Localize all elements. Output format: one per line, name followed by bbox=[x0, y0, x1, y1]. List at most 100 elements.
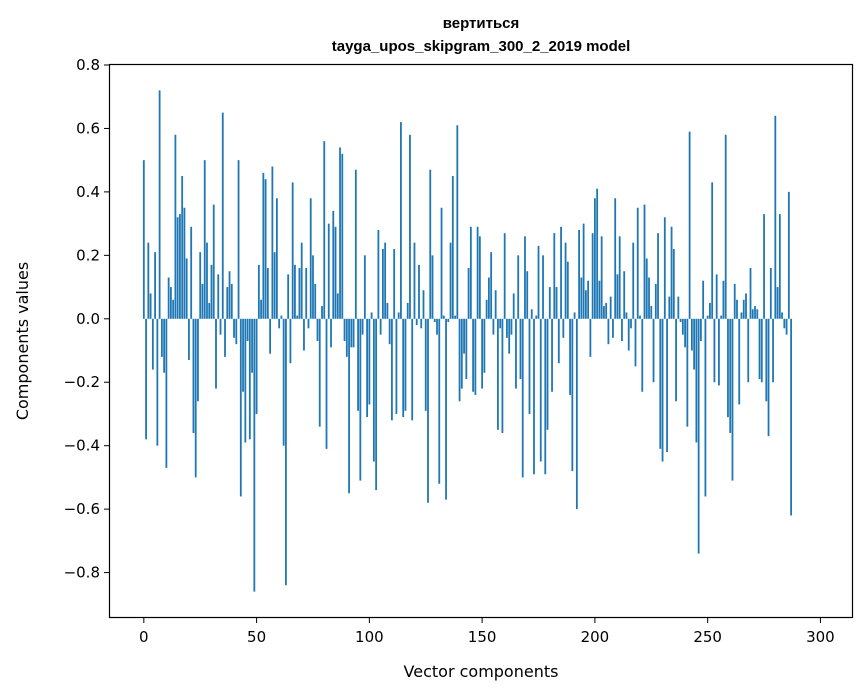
bar-component-218 bbox=[634, 318, 637, 367]
y-tick-label: −0.4 bbox=[64, 437, 100, 455]
bar-component-31 bbox=[212, 204, 215, 319]
bar-component-82 bbox=[327, 223, 330, 319]
x-tick-label: 250 bbox=[693, 628, 722, 646]
bar-component-199 bbox=[591, 233, 594, 319]
bar-component-250 bbox=[706, 315, 709, 319]
bar-component-280 bbox=[774, 115, 777, 319]
bar-component-264 bbox=[738, 318, 741, 405]
bar-component-88 bbox=[341, 153, 344, 319]
bar-component-256 bbox=[720, 315, 723, 319]
bar-component-61 bbox=[280, 315, 283, 319]
bar-component-214 bbox=[625, 312, 628, 319]
y-tick-label: 0.2 bbox=[76, 246, 100, 264]
bar-component-23 bbox=[194, 318, 197, 478]
chart-subtitle: tayga_upos_skipgram_300_2_2019 model bbox=[332, 38, 631, 55]
bar-component-95 bbox=[357, 318, 359, 411]
bar-component-145 bbox=[469, 226, 472, 319]
bar-component-243 bbox=[690, 318, 693, 351]
bar-component-169 bbox=[524, 236, 526, 319]
bar-component-194 bbox=[580, 277, 583, 319]
bar-component-159 bbox=[501, 318, 504, 433]
bar-component-116 bbox=[404, 318, 407, 411]
y-tick-label: 0.6 bbox=[76, 119, 100, 137]
bar-component-41 bbox=[235, 318, 238, 345]
bar-component-30 bbox=[210, 264, 213, 319]
bar-component-225 bbox=[650, 306, 653, 319]
bar-component-202 bbox=[598, 280, 601, 319]
bar-component-282 bbox=[778, 214, 781, 319]
y-tick-label: 0.0 bbox=[76, 310, 100, 328]
bar-component-102 bbox=[372, 318, 375, 462]
bar-component-29 bbox=[208, 302, 211, 319]
bar-component-227 bbox=[654, 283, 657, 319]
bar-component-142 bbox=[463, 318, 465, 354]
bar-component-136 bbox=[449, 242, 452, 319]
bar-component-129 bbox=[433, 318, 436, 322]
bar-component-162 bbox=[508, 318, 511, 354]
bar-component-115 bbox=[402, 318, 405, 418]
x-tick-label: 0 bbox=[139, 628, 149, 646]
bar-component-274 bbox=[760, 318, 763, 383]
bar-component-89 bbox=[343, 318, 346, 341]
bar-component-17 bbox=[181, 176, 184, 319]
bar-component-201 bbox=[596, 188, 599, 319]
bar-component-7 bbox=[158, 90, 161, 319]
y-tick-label: −0.8 bbox=[64, 564, 100, 582]
bar-component-157 bbox=[497, 318, 499, 430]
bar-component-210 bbox=[616, 274, 619, 319]
bar-component-230 bbox=[661, 318, 664, 462]
bar-component-50 bbox=[255, 318, 258, 414]
bar-component-9 bbox=[163, 318, 166, 373]
bar-component-279 bbox=[772, 318, 774, 383]
bar-component-65 bbox=[289, 318, 292, 364]
bar-component-124 bbox=[422, 290, 425, 319]
bar-component-171 bbox=[528, 318, 531, 414]
bar-component-272 bbox=[756, 309, 759, 319]
bar-component-122 bbox=[418, 264, 420, 319]
bar-component-49 bbox=[253, 318, 256, 592]
bar-component-63 bbox=[285, 318, 287, 586]
bar-component-148 bbox=[476, 226, 479, 319]
bar-component-109 bbox=[388, 318, 391, 345]
bar-component-108 bbox=[386, 302, 389, 319]
y-axis-label: Components values bbox=[13, 262, 32, 420]
bar-component-245 bbox=[695, 318, 698, 443]
bar-component-180 bbox=[548, 287, 551, 319]
bar-component-184 bbox=[557, 318, 560, 364]
bar-component-269 bbox=[749, 268, 752, 319]
bar-component-277 bbox=[767, 318, 770, 437]
bar-component-146 bbox=[472, 318, 474, 392]
bar-component-182 bbox=[553, 233, 556, 319]
bar-component-223 bbox=[645, 258, 648, 319]
bar-component-12 bbox=[169, 287, 172, 319]
bar-component-273 bbox=[758, 318, 761, 380]
bar-component-6 bbox=[156, 318, 159, 446]
bar-component-11 bbox=[167, 277, 170, 319]
bar-component-283 bbox=[781, 312, 783, 319]
bar-component-84 bbox=[332, 210, 335, 319]
bar-component-99 bbox=[366, 318, 368, 418]
bar-component-144 bbox=[467, 268, 470, 319]
plot-frame bbox=[108, 63, 854, 619]
bar-component-71 bbox=[303, 318, 305, 351]
bar-component-219 bbox=[636, 207, 639, 319]
bar-component-98 bbox=[363, 255, 366, 319]
bar-component-105 bbox=[379, 318, 382, 335]
bar-component-226 bbox=[652, 318, 655, 383]
bar-component-212 bbox=[621, 318, 623, 341]
bar-component-257 bbox=[722, 280, 725, 319]
bar-component-58 bbox=[273, 252, 276, 319]
bar-component-211 bbox=[618, 236, 621, 319]
bar-component-235 bbox=[672, 249, 675, 319]
bar-component-5 bbox=[154, 252, 156, 319]
bar-component-86 bbox=[336, 293, 339, 319]
bar-component-231 bbox=[663, 217, 666, 319]
bar-component-19 bbox=[185, 258, 188, 319]
bar-component-10 bbox=[165, 318, 168, 468]
bar-component-268 bbox=[747, 318, 750, 383]
bar-component-69 bbox=[298, 268, 301, 319]
bar-component-92 bbox=[350, 318, 353, 348]
bar-component-76 bbox=[314, 283, 317, 319]
bar-component-13 bbox=[172, 299, 175, 319]
bar-component-3 bbox=[149, 293, 152, 319]
